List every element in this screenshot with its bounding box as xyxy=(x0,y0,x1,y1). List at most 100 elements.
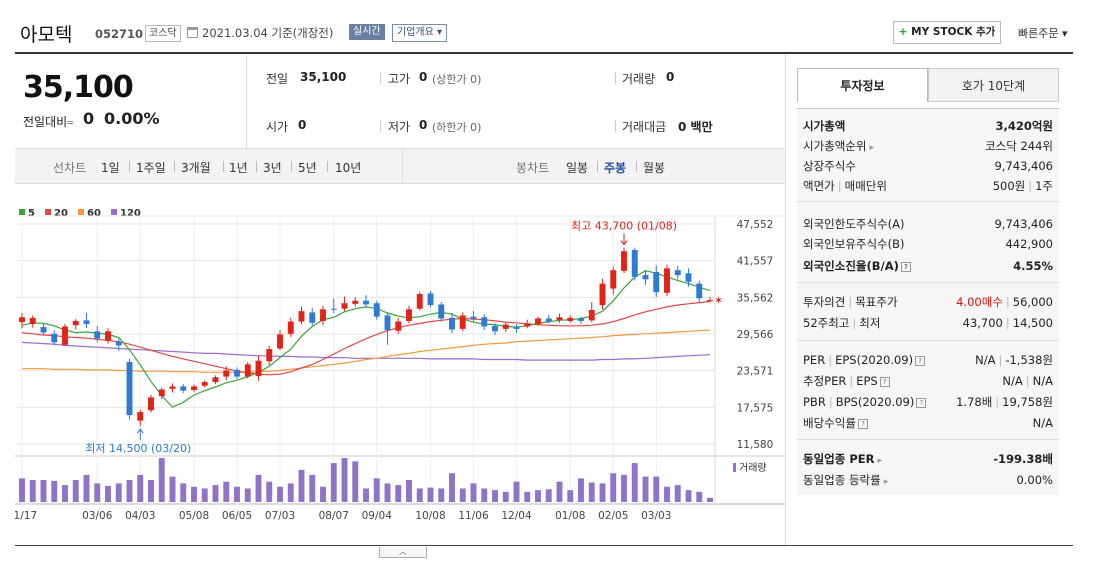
candle-body xyxy=(352,300,359,304)
candle-body xyxy=(115,341,122,346)
divider xyxy=(256,161,257,172)
candle-body xyxy=(545,318,552,322)
volume-bar xyxy=(513,481,520,502)
range-3month[interactable]: 3개월 xyxy=(181,161,211,175)
x-tick-label: 10/08 xyxy=(415,510,445,522)
cap-rank-value: 코스닥 244위 xyxy=(985,139,1053,153)
help-icon[interactable]: ? xyxy=(915,355,926,366)
volume-bar xyxy=(148,480,154,502)
sector-rate-label: 동일업종 등락률 ▸ xyxy=(803,473,889,487)
candle-body xyxy=(449,317,455,330)
help-icon[interactable]: ? xyxy=(879,376,890,387)
candle-body xyxy=(481,317,488,327)
candle-daily[interactable]: 일봉 xyxy=(566,161,589,175)
volume-bar xyxy=(180,483,187,502)
x-tick-label: 06/05 xyxy=(222,510,252,522)
legend-swatch-5 xyxy=(19,209,25,215)
company-overview-dropdown[interactable]: 기업개요 ▾ xyxy=(392,24,447,42)
chart-bottom-divider xyxy=(15,545,785,546)
candle-body xyxy=(158,389,165,397)
volume-bar xyxy=(384,483,391,502)
prev-close-label: 전일 xyxy=(266,72,289,86)
candle-body xyxy=(653,272,660,293)
range-1week[interactable]: 1주일 xyxy=(136,161,166,175)
volume-bar xyxy=(502,491,509,502)
volume-bar xyxy=(105,485,111,502)
volume-bar xyxy=(438,488,445,502)
ma-line-60 xyxy=(22,329,711,373)
volume-legend-swatch xyxy=(733,463,736,472)
volume-bar xyxy=(137,474,144,502)
range-1day[interactable]: 1일 xyxy=(101,161,120,175)
candle-body xyxy=(674,270,681,276)
volume-bar xyxy=(40,480,47,502)
volume-bar xyxy=(674,485,681,502)
volume-bar xyxy=(126,480,133,502)
range-3year[interactable]: 3년 xyxy=(263,161,282,175)
range-10year[interactable]: 10년 xyxy=(335,161,362,175)
chevron-up-icon: ︿ xyxy=(399,547,407,556)
x-tick-label: 12/04 xyxy=(501,510,532,522)
volume-bar xyxy=(631,463,638,502)
candle-body xyxy=(330,308,337,310)
volume-bar xyxy=(158,458,165,502)
volume-bar xyxy=(19,478,25,502)
volume-bar xyxy=(599,483,606,502)
volume-bar xyxy=(352,461,359,502)
divider xyxy=(797,201,1059,202)
volume-bar xyxy=(535,490,541,502)
volume-value: 0 xyxy=(666,70,675,84)
candle-weekly[interactable]: 주봉 xyxy=(604,161,627,175)
candle-chart-label: 봉차트 xyxy=(516,161,550,175)
x-tick-label: 09/04 xyxy=(362,510,393,522)
open-value: 0 xyxy=(298,118,307,132)
collapse-button[interactable]: ︿ xyxy=(379,547,427,558)
range-1year[interactable]: 1년 xyxy=(229,161,248,175)
volume-bar xyxy=(244,488,251,502)
x-tick-label: 01/08 xyxy=(555,510,585,522)
est-per-value: N/A | N/A xyxy=(1002,374,1053,388)
candle-body xyxy=(556,317,563,321)
foreign-rate-label: 외국인소진율(B/A)? xyxy=(803,257,911,275)
candle-monthly[interactable]: 월봉 xyxy=(643,161,666,175)
stock-chart[interactable]: 5 20 60 120 47,552 41,557 35,562 29,566 23,571 17… xyxy=(15,200,785,530)
candle-body xyxy=(287,321,294,334)
week52-label: 52주최고 | 최저 xyxy=(803,316,881,330)
y-tick-label: 17,575 xyxy=(737,402,774,414)
par-value: 500원 | 1주 xyxy=(992,179,1053,193)
sector-per-label: 동일업종 PER ▸ xyxy=(803,452,882,466)
high-arrow-head xyxy=(620,240,628,246)
legend-label-60: 60 xyxy=(87,208,101,219)
volume-bar xyxy=(169,476,176,502)
candle-body xyxy=(212,377,219,383)
candle-body xyxy=(535,318,541,325)
candle-body xyxy=(29,317,36,325)
volume-bar xyxy=(320,486,326,502)
add-mystock-button[interactable]: + MY STOCK 추가 xyxy=(893,21,1001,44)
volume-bar xyxy=(341,458,348,502)
help-icon[interactable]: ? xyxy=(916,397,927,408)
candle-body xyxy=(201,382,208,386)
quick-order-dropdown[interactable]: 빠른주문 ▾ xyxy=(1018,27,1068,40)
volume-bar xyxy=(685,490,692,502)
tab-invest-info[interactable]: 투자정보 xyxy=(797,68,928,102)
candle-body xyxy=(384,315,391,331)
range-5year[interactable]: 5년 xyxy=(298,161,317,175)
tab-order-book[interactable]: 호가 10단계 xyxy=(928,68,1059,102)
calendar-icon xyxy=(187,27,198,38)
help-icon[interactable]: ? xyxy=(857,418,868,429)
volume-bar xyxy=(578,478,584,502)
chevron-right-icon: ▸ xyxy=(877,456,882,466)
legend-swatch-60 xyxy=(78,209,84,215)
low-value: 0 xyxy=(419,118,428,132)
y-tick-label: 11,580 xyxy=(737,439,774,451)
candle-body xyxy=(588,309,595,321)
realtime-button[interactable]: 실시간 xyxy=(349,24,385,40)
x-tick-label: 11/06 xyxy=(458,510,489,522)
help-icon[interactable]: ? xyxy=(900,261,911,272)
divider xyxy=(291,161,292,172)
candle-body xyxy=(191,386,197,391)
date-basis: 2021.03.04 기준(개장전) xyxy=(202,26,334,40)
volume-label: 거래량 xyxy=(622,72,656,86)
low-arrow-head xyxy=(136,428,144,434)
